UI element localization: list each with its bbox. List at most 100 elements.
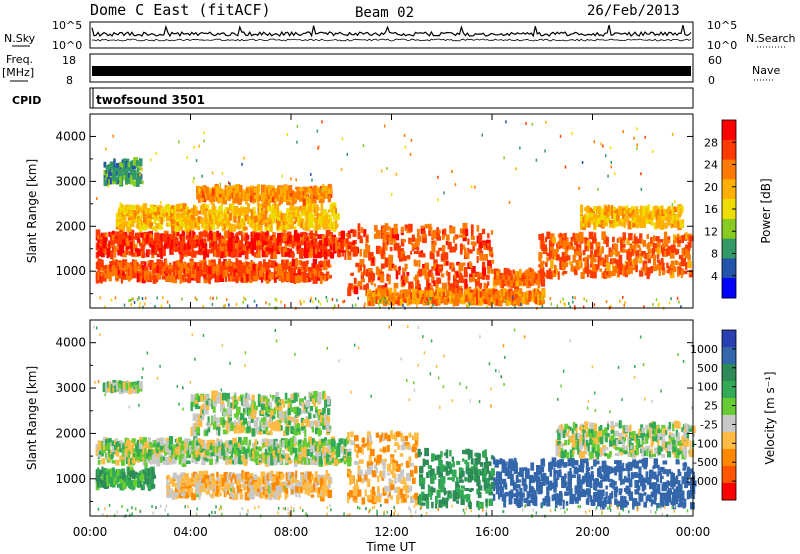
colorbar-segment xyxy=(722,179,736,200)
data-cell xyxy=(561,236,566,243)
data-cell xyxy=(624,215,629,219)
data-cell xyxy=(574,296,576,300)
data-cell xyxy=(183,261,187,269)
data-cell xyxy=(622,270,626,277)
data-cell xyxy=(261,265,265,270)
data-cell xyxy=(250,216,254,221)
data-cell xyxy=(299,187,304,192)
data-cell xyxy=(648,214,652,223)
data-cell xyxy=(95,448,99,456)
data-cell xyxy=(413,289,417,299)
data-cell xyxy=(245,438,248,446)
data-cell xyxy=(545,261,548,267)
data-cell xyxy=(678,255,684,260)
data-cell xyxy=(305,209,311,218)
data-cell xyxy=(160,217,163,225)
data-cell xyxy=(635,264,638,273)
data-cell xyxy=(176,203,180,210)
data-cell xyxy=(131,259,135,267)
data-cell xyxy=(146,212,149,221)
data-cell xyxy=(105,173,108,181)
data-cell xyxy=(580,210,583,217)
data-cell xyxy=(290,177,292,181)
data-cell xyxy=(656,254,660,259)
data-cell xyxy=(300,302,302,306)
data-cell xyxy=(581,161,584,164)
data-cell xyxy=(168,436,174,445)
data-cell xyxy=(200,218,203,224)
data-cell xyxy=(234,457,239,464)
data-cell xyxy=(661,209,666,217)
data-cell xyxy=(153,206,157,215)
data-cell xyxy=(115,459,120,466)
data-cell xyxy=(122,239,127,247)
data-cell xyxy=(674,200,676,204)
data-cell xyxy=(178,457,182,465)
data-cell xyxy=(556,254,560,261)
data-cell xyxy=(655,298,658,302)
data-cell xyxy=(469,302,471,306)
data-cell xyxy=(274,209,277,219)
data-cell xyxy=(401,298,403,302)
data-cell xyxy=(132,452,137,457)
data-cell xyxy=(306,266,309,272)
data-cell xyxy=(479,272,482,278)
data-cell xyxy=(133,171,137,180)
data-cell xyxy=(355,247,358,256)
data-cell xyxy=(679,223,684,228)
data-cell xyxy=(452,291,456,300)
data-cell xyxy=(186,156,188,160)
data-cell xyxy=(433,280,437,287)
data-cell xyxy=(633,241,639,246)
data-cell xyxy=(438,292,442,297)
data-cell xyxy=(494,298,498,306)
data-cell xyxy=(678,262,682,268)
data-cell xyxy=(640,187,643,191)
data-cell xyxy=(146,449,150,454)
data-cell xyxy=(144,447,147,453)
data-cell xyxy=(638,215,642,224)
data-cell xyxy=(635,222,640,229)
data-cell xyxy=(454,183,457,187)
data-cell xyxy=(497,278,502,284)
data-cell xyxy=(609,223,614,228)
data-cell xyxy=(382,234,386,243)
data-cell xyxy=(156,438,161,446)
data-cell xyxy=(467,288,471,297)
data-cell xyxy=(642,219,647,223)
data-cell xyxy=(461,299,465,304)
data-cell xyxy=(258,446,263,452)
data-cell xyxy=(286,235,290,243)
data-cell xyxy=(574,305,576,309)
data-cell xyxy=(158,242,162,248)
data-cell xyxy=(595,264,599,271)
data-cell xyxy=(345,244,350,253)
data-cell xyxy=(667,220,671,226)
data-cell xyxy=(613,250,616,256)
colorbar-tick-label: 20 xyxy=(704,181,718,194)
data-cell xyxy=(187,224,190,229)
data-cell xyxy=(402,254,405,261)
data-cell xyxy=(257,240,263,246)
data-cell xyxy=(449,296,451,300)
data-cell xyxy=(296,186,301,192)
data-cell xyxy=(239,191,242,197)
data-cell xyxy=(224,207,229,212)
data-cell xyxy=(169,245,173,251)
data-cell xyxy=(554,251,559,256)
data-cell xyxy=(246,304,249,308)
data-cell xyxy=(515,167,517,171)
data-cell xyxy=(604,268,608,272)
data-cell xyxy=(318,213,323,219)
data-cell xyxy=(404,255,407,262)
data-cell xyxy=(230,242,234,249)
data-cell xyxy=(347,289,352,297)
data-cell xyxy=(604,255,608,263)
data-cell xyxy=(104,305,106,309)
data-cell xyxy=(338,231,341,237)
data-cell xyxy=(452,297,455,307)
data-cell xyxy=(398,266,401,271)
data-cell xyxy=(193,217,196,222)
data-cell xyxy=(658,302,660,306)
data-cell xyxy=(559,256,564,265)
